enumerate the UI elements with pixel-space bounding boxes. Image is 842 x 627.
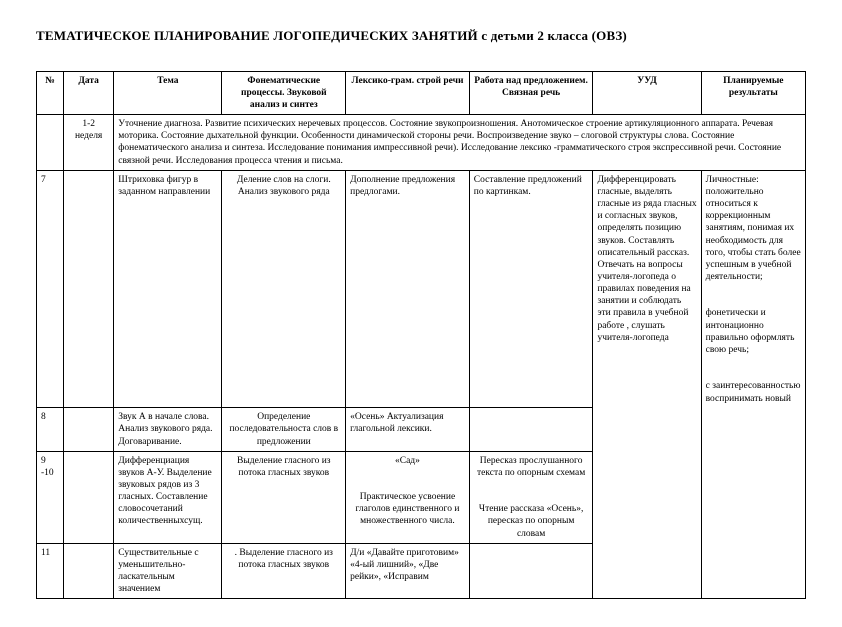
cell-leks-11: Д/и «Давайте приготовим» «4-ый лишний», …	[346, 543, 470, 599]
cell-results-cont1	[701, 408, 805, 451]
col-num: №	[37, 71, 64, 114]
col-date: Дата	[64, 71, 114, 114]
table-header-row: № Дата Тема Фонематические процессы. Зву…	[37, 71, 806, 114]
cell-uud-cont2	[593, 451, 701, 543]
cell-results-merged: Личностные: положительно относиться к ко…	[701, 170, 805, 407]
cell-tema-11: Существительные с уменьшительно-ласкател…	[114, 543, 222, 599]
cell-num-11: 11	[37, 543, 64, 599]
cell-tema-7: Штриховка фигур в заданном направлении	[114, 170, 222, 407]
cell-leks-8: «Осень» Актуализация глагольной лексики.	[346, 408, 470, 451]
cell-phon-7: Деление слов на слоги. Анализ звукового …	[222, 170, 346, 407]
cell-leks-9: «Сад»Практическое усвоение глаголов един…	[346, 451, 470, 543]
cell-num-8: 8	[37, 408, 64, 451]
cell-tema-8: Звук А в начале слова. Анализ звукового …	[114, 408, 222, 451]
cell-rabota-7: Составление предложений по картинкам.	[469, 170, 593, 407]
cell-num-7: 7	[37, 170, 64, 407]
cell-diag-text: Уточнение диагноза. Развитие психических…	[114, 115, 806, 171]
cell-rabota-9: Пересказ прослушанного текста по опорным…	[469, 451, 593, 543]
col-lexgram: Лексико-грам. строй речи	[346, 71, 470, 114]
cell-num-diag	[37, 115, 64, 171]
table-row-7: 7 Штриховка фигур в заданном направлении…	[37, 170, 806, 407]
col-phonem: Фонематические процессы. Звуковой анализ…	[222, 71, 346, 114]
table-row-diag: 1-2 неделя Уточнение диагноза. Развитие …	[37, 115, 806, 171]
table-row-9: 9 -10 Дифференциация звуков А-У. Выделен…	[37, 451, 806, 543]
cell-uud-merged: Дифференцировать гласные, выделять гласн…	[593, 170, 701, 407]
page-title: ТЕМАТИЧЕСКОЕ ПЛАНИРОВАНИЕ ЛОГОПЕДИЧЕСКИХ…	[36, 28, 806, 45]
cell-tema-9: Дифференциация звуков А-У. Выделение зву…	[114, 451, 222, 543]
cell-rabota-8	[469, 408, 593, 451]
planning-table: № Дата Тема Фонематические процессы. Зву…	[36, 71, 806, 600]
table-row-8: 8 Звук А в начале слова. Анализ звуковог…	[37, 408, 806, 451]
col-sentence: Работа над предложением. Связная речь	[469, 71, 593, 114]
cell-uud-cont3	[593, 543, 701, 599]
table-row-11: 11 Существительные с уменьшительно-ласка…	[37, 543, 806, 599]
cell-phon-8: Определение последовательноста слов в пр…	[222, 408, 346, 451]
cell-date-diag: 1-2 неделя	[64, 115, 114, 171]
col-results: Планируемые результаты	[701, 71, 805, 114]
cell-phon-11: . Выделение гласного из потока гласных з…	[222, 543, 346, 599]
cell-phon-9: Выделение гласного из потока гласных зву…	[222, 451, 346, 543]
cell-results-cont3	[701, 543, 805, 599]
cell-leks-7: Дополнение предложения предлогами.	[346, 170, 470, 407]
cell-uud-cont1	[593, 408, 701, 451]
cell-results-cont2	[701, 451, 805, 543]
cell-date-9	[64, 451, 114, 543]
cell-rabota-11	[469, 543, 593, 599]
cell-date-11	[64, 543, 114, 599]
cell-date-8	[64, 408, 114, 451]
cell-date-7	[64, 170, 114, 407]
col-topic: Тема	[114, 71, 222, 114]
cell-num-9: 9 -10	[37, 451, 64, 543]
col-uud: УУД	[593, 71, 701, 114]
